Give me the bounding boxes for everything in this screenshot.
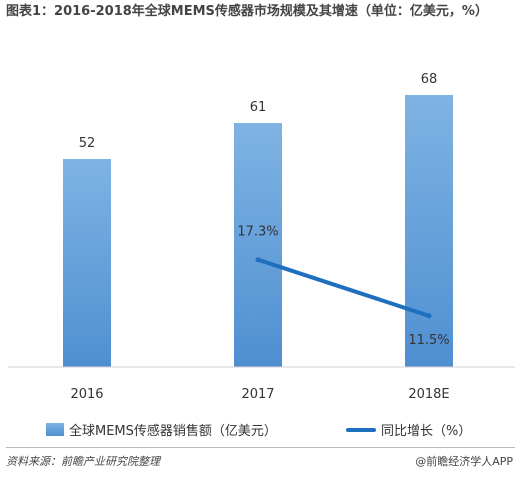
legend-label-growth: 同比增长（%） bbox=[381, 424, 472, 439]
x-tick-label-2016: 2016 bbox=[70, 387, 103, 402]
growth-point-2018E bbox=[426, 313, 432, 319]
growth-label-2018E: 11.5% bbox=[408, 333, 449, 348]
chart-plot: 52 61 68 2016 2017 2018E 17.3% 11.5% bbox=[8, 72, 515, 402]
brand-credit: @前瞻经济学人APP bbox=[415, 455, 513, 468]
x-ticks-layer: 2016 2017 2018E bbox=[70, 387, 449, 402]
bar-value-label-2016: 52 bbox=[79, 136, 96, 151]
growth-line-layer: 17.3% 11.5% bbox=[237, 225, 449, 348]
legend: 全球MEMS传感器销售额（亿美元） 同比增长（%） bbox=[0, 420, 521, 442]
x-tick-label-2017: 2017 bbox=[241, 387, 274, 402]
legend-bar-swatch bbox=[46, 423, 64, 436]
legend-item-growth: 同比增长（%） bbox=[346, 420, 471, 439]
legend-line-swatch bbox=[346, 427, 376, 432]
bar-value-label-2017: 61 bbox=[250, 100, 267, 115]
growth-label-2017: 17.3% bbox=[237, 225, 278, 240]
chart-title: 图表1：2016-2018年全球MEMS传感器市场规模及其增速（单位：亿美元，%… bbox=[6, 4, 488, 19]
bar-2016 bbox=[63, 159, 111, 367]
bar-value-label-2018E: 68 bbox=[421, 72, 438, 87]
legend-item-sales: 全球MEMS传感器销售额（亿美元） bbox=[46, 420, 277, 439]
x-tick-label-2018E: 2018E bbox=[408, 387, 449, 402]
growth-point-2017 bbox=[255, 257, 261, 263]
bar-2018E bbox=[405, 95, 453, 367]
source-note: 资料来源：前瞻产业研究院整理 bbox=[6, 455, 160, 468]
growth-line bbox=[256, 257, 431, 318]
footer-divider bbox=[6, 447, 515, 448]
bar-2017 bbox=[234, 123, 282, 367]
bars-layer: 52 61 68 bbox=[63, 72, 453, 367]
legend-label-sales: 全球MEMS传感器销售额（亿美元） bbox=[69, 424, 277, 439]
